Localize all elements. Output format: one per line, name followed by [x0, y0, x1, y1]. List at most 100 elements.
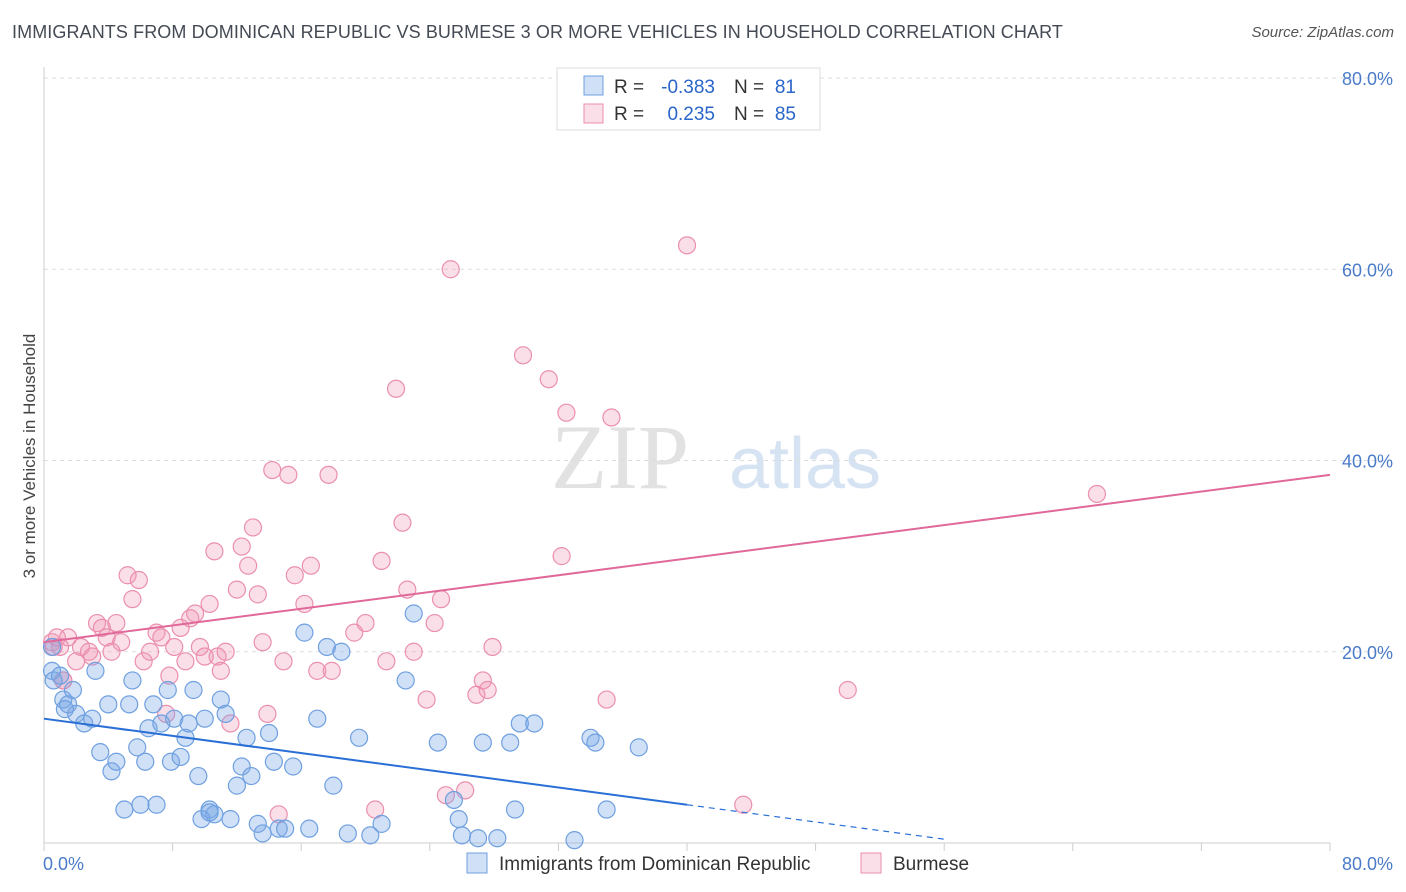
dominican-point	[510, 714, 529, 733]
burmese-point	[107, 613, 126, 633]
dominican-point	[565, 831, 584, 850]
burmese-point	[308, 661, 327, 680]
dominican-point	[232, 757, 251, 776]
watermark-atlas: atlas	[729, 424, 881, 504]
dominican-point	[468, 829, 488, 848]
dominican-point	[86, 661, 105, 680]
legend-n-label-blue: N =	[734, 77, 764, 98]
burmese-point	[838, 680, 857, 700]
burmese-point	[112, 633, 131, 652]
dominican-point	[184, 680, 203, 700]
burmese-point	[263, 460, 282, 480]
bottom-legend: Immigrants from Dominican Republic Burme…	[466, 852, 969, 875]
y-axis-label: 3 or more Vehicles in Household	[20, 334, 39, 579]
legend-swatch-pink	[583, 103, 604, 124]
dominican-point	[372, 814, 391, 833]
dominican-point	[525, 714, 544, 733]
dominican-point	[161, 752, 181, 771]
burmese-point	[274, 652, 293, 671]
legend-frame	[556, 67, 821, 131]
bottom-legend-label-pink: Burmese	[893, 854, 969, 875]
y-tick-label: 40.0%	[1342, 452, 1393, 472]
dominican-point	[102, 762, 121, 781]
dominican-point	[179, 714, 198, 733]
burmese-point	[431, 590, 451, 609]
grid-lines	[44, 77, 1392, 653]
burmese-point	[319, 465, 338, 484]
dominican-point	[83, 709, 102, 728]
legend-r-label-blue: R =	[614, 77, 644, 98]
dominican-point	[237, 728, 256, 747]
dominican-point	[91, 743, 110, 762]
dominican-point	[216, 704, 235, 724]
legend-n-label-pink: N =	[734, 104, 764, 125]
burmese-point	[216, 642, 235, 661]
dominican-point	[99, 695, 118, 714]
burmese-point	[602, 408, 621, 427]
series-burmese-points	[42, 236, 1107, 824]
burmese-point	[239, 556, 258, 575]
burmese-point	[102, 642, 121, 661]
dominican-point	[332, 642, 351, 661]
dominican-trend-line	[43, 717, 688, 806]
burmese-point	[123, 590, 142, 609]
legend-r-value-pink: 0.235	[667, 104, 715, 125]
dominican-point	[131, 795, 150, 814]
burmese-point	[129, 570, 148, 590]
dominican-point	[42, 637, 62, 657]
burmese-point	[677, 236, 697, 255]
dominican-point	[284, 757, 303, 776]
burmese-point	[140, 642, 160, 661]
burmese-point	[160, 666, 179, 685]
legend-r-label-pink: R =	[614, 104, 644, 125]
burmese-point	[322, 661, 341, 680]
burmese-point	[386, 379, 406, 398]
watermark: ZIP atlas	[551, 406, 881, 508]
y-tick-label: 20.0%	[1342, 643, 1393, 663]
burmese-point	[393, 513, 412, 532]
burmese-point	[734, 795, 753, 814]
burmese-point	[404, 642, 423, 661]
dominican-point	[55, 700, 74, 719]
burmese-point	[377, 652, 396, 671]
dominican-trend-extension	[686, 804, 945, 840]
burmese-point	[513, 346, 533, 365]
dominican-point	[269, 819, 288, 838]
dominican-point	[50, 666, 70, 685]
tick-labels: 20.0% 40.0% 60.0% 80.0% 0.0% 80.0%	[43, 69, 1393, 874]
burmese-point	[134, 652, 153, 671]
legend-r-value-blue: -0.383	[661, 77, 715, 98]
burmese-point	[92, 618, 111, 637]
dominican-point	[449, 809, 468, 829]
dominican-point	[324, 776, 343, 795]
dominican-point	[586, 733, 605, 752]
legend-n-value-blue: 81	[775, 77, 796, 98]
dominican-point	[115, 800, 134, 819]
burmese-point	[200, 594, 219, 614]
burmese-point	[227, 580, 246, 599]
chart-title: IMMIGRANTS FROM DOMINICAN REPUBLIC VS BU…	[12, 22, 1063, 42]
dominican-point	[428, 733, 447, 752]
dominican-point	[488, 829, 507, 848]
dominican-point	[128, 738, 147, 757]
burmese-point	[478, 680, 497, 700]
dominican-point	[248, 814, 267, 833]
dominican-point	[338, 824, 357, 843]
dominican-point	[221, 809, 240, 829]
burmese-point	[1087, 484, 1107, 504]
burmese-point	[253, 633, 272, 652]
dominican-point	[171, 747, 190, 767]
dominican-point	[136, 752, 155, 771]
dominican-point	[473, 733, 492, 752]
dominican-point	[253, 824, 272, 843]
burmese-point	[211, 661, 230, 680]
burmese-point	[597, 690, 616, 709]
burmese-point	[372, 551, 391, 571]
dominican-point	[195, 709, 214, 728]
dominican-point	[165, 709, 184, 728]
burmese-point	[473, 671, 492, 690]
burmese-point	[539, 370, 558, 389]
x-tick-label: 80.0%	[1342, 854, 1393, 874]
dominican-point	[123, 671, 142, 690]
